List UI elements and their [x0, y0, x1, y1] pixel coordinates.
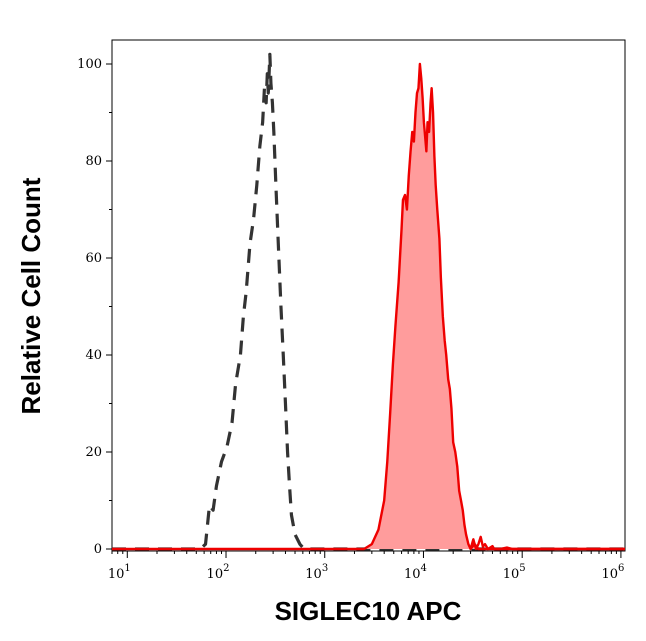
series-line-1	[112, 62, 625, 551]
series-layer	[112, 52, 625, 551]
y-tick-label: 100	[77, 57, 102, 72]
x-tick-label: 101	[108, 563, 131, 582]
y-tick-label: 40	[85, 348, 102, 363]
x-tick-label: 103	[305, 563, 328, 582]
series-line-2	[469, 535, 625, 551]
x-tick-label: 105	[503, 563, 526, 582]
x-tick-label: 104	[404, 563, 427, 582]
y-axis-title: Relative Cell Count	[16, 177, 46, 414]
x-axis-title: SIGLEC10 APC	[275, 596, 462, 626]
plot-frame	[111, 39, 626, 552]
x-tick-label: 102	[207, 563, 230, 582]
y-axis-ticks: 0 20 40 60 80 100	[77, 57, 112, 557]
series-fill-1	[112, 64, 625, 549]
series-line-0	[112, 52, 625, 551]
minor-ticks	[109, 112, 617, 554]
x-axis-ticks: 101 102 103 104 105 106	[108, 551, 624, 582]
y-tick-label: 0	[94, 542, 102, 557]
y-tick-label: 20	[85, 445, 102, 460]
y-tick-label: 60	[85, 251, 102, 266]
x-tick-label: 106	[601, 563, 624, 582]
y-tick-label: 80	[85, 154, 102, 169]
